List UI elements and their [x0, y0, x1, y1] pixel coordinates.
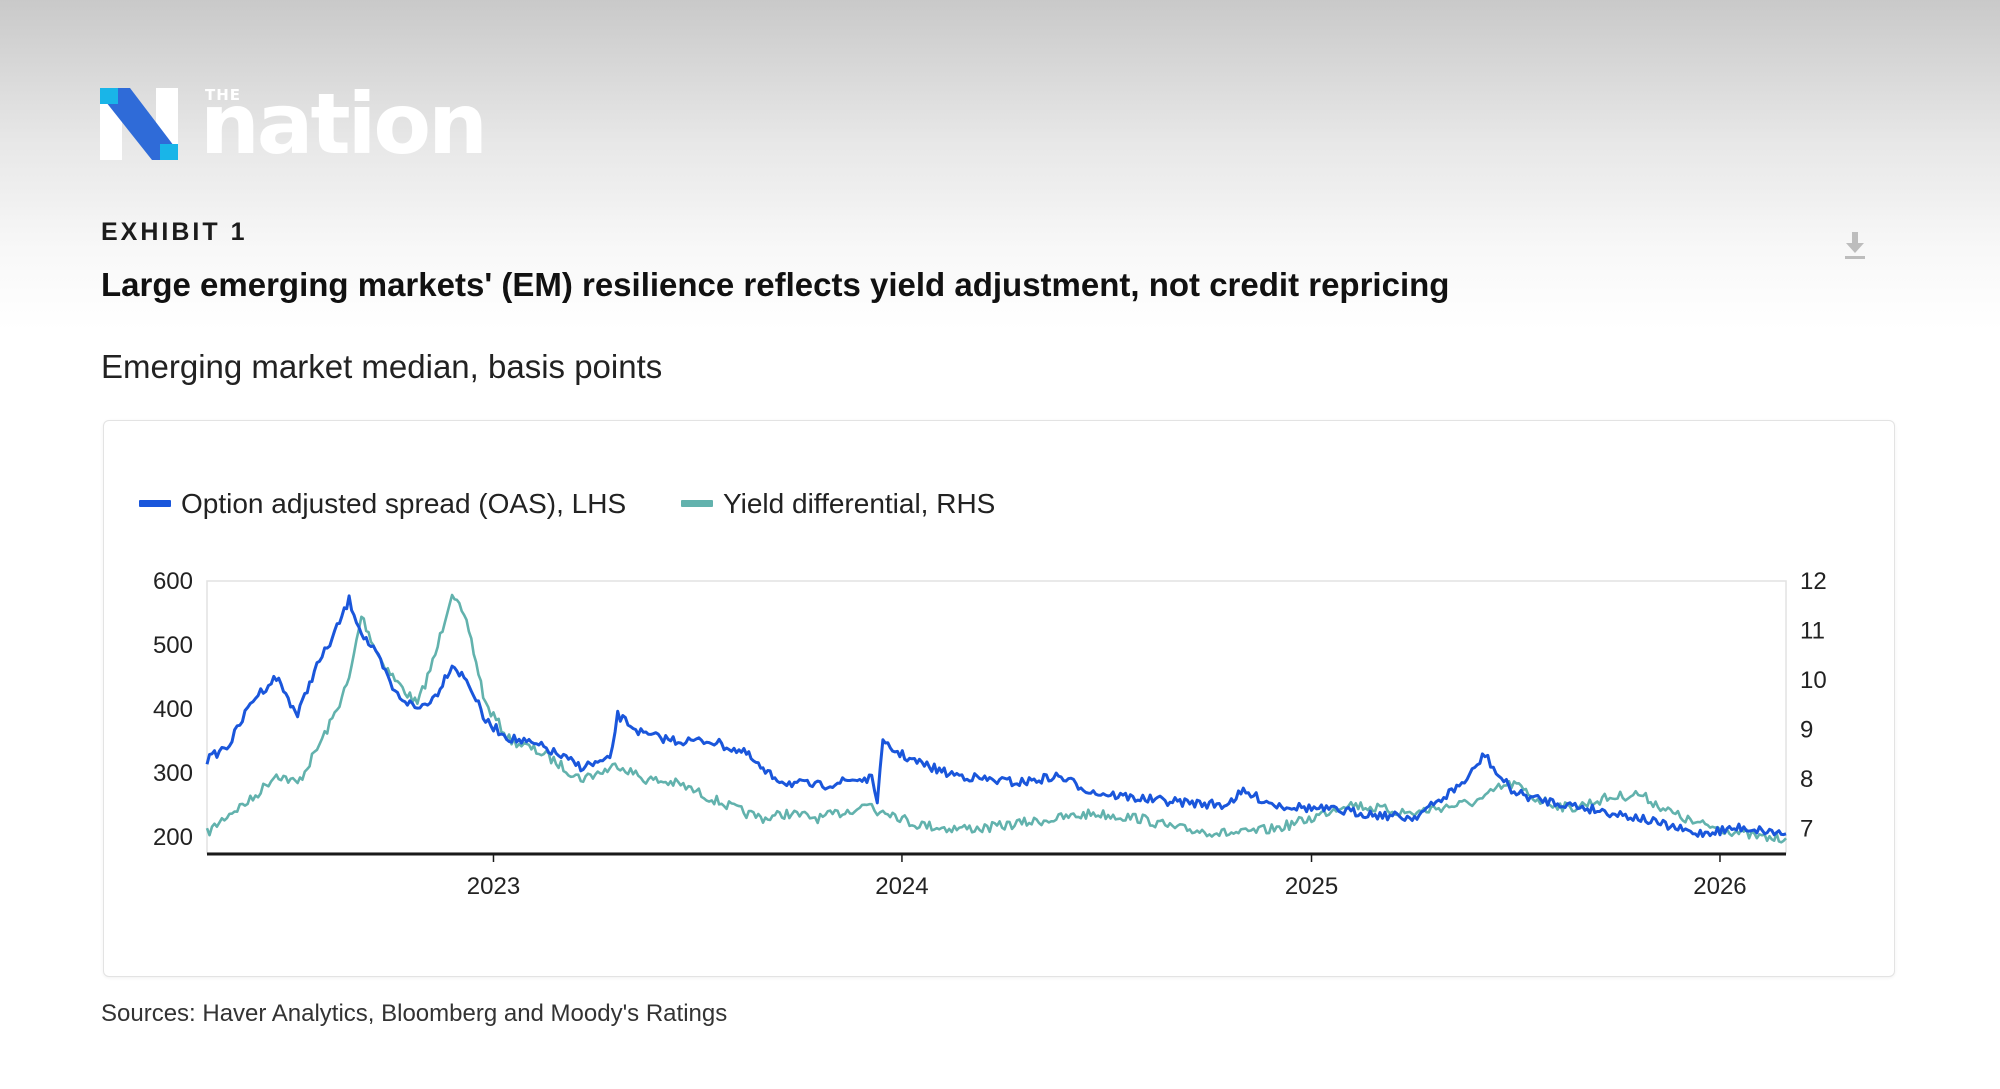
y-right-tick-label: 7 — [1800, 815, 1813, 842]
chart-title: Large emerging markets' (EM) resilience … — [101, 266, 1450, 303]
nation-logo-mark-icon — [100, 88, 178, 160]
legend-label: Option adjusted spread (OAS), LHS — [181, 488, 626, 519]
x-tick-label: 2026 — [1693, 873, 1746, 900]
legend-label: Yield differential, RHS — [723, 488, 995, 519]
series-line-oas — [205, 594, 1787, 838]
y-left-tick-label: 300 — [153, 760, 193, 787]
the-nation-logo: THE nation — [100, 82, 488, 166]
legend-swatch — [139, 500, 171, 507]
logo-the-text: THE — [205, 86, 242, 104]
y-right-tick-label: 11 — [1800, 617, 1825, 644]
y-right-tick-label: 12 — [1800, 568, 1827, 595]
y-right-tick-label: 9 — [1800, 716, 1813, 743]
source-note: Sources: Haver Analytics, Bloomberg and … — [101, 1000, 728, 1027]
logo-wordmark: nation — [200, 75, 488, 173]
y-right-tick-label: 10 — [1800, 667, 1827, 694]
y-left-tick-label: 600 — [153, 568, 193, 595]
chart-card: 2023 2024 2025 2026 200 300 400 500 600 7 8 9 10 11 12… — [103, 420, 1895, 977]
series-line-yield-differential — [205, 593, 1787, 844]
y-left-tick-label: 200 — [153, 824, 193, 851]
x-tick-label: 2025 — [1285, 873, 1338, 900]
legend-swatch — [681, 500, 713, 507]
line-chart: 2023 2024 2025 2026 200 300 400 500 600 7 8 9 10 11 12… — [139, 488, 1827, 900]
exhibit-label: EXHIBIT 1 — [101, 218, 248, 246]
x-tick-label: 2023 — [467, 873, 520, 900]
y-left-tick-label: 400 — [153, 696, 193, 723]
download-icon[interactable] — [1843, 230, 1867, 260]
chart-subtitle: Emerging market median, basis points — [101, 348, 663, 385]
y-left-tick-label: 500 — [153, 632, 193, 659]
y-right-tick-label: 8 — [1800, 766, 1813, 793]
x-tick-label: 2024 — [875, 873, 928, 900]
